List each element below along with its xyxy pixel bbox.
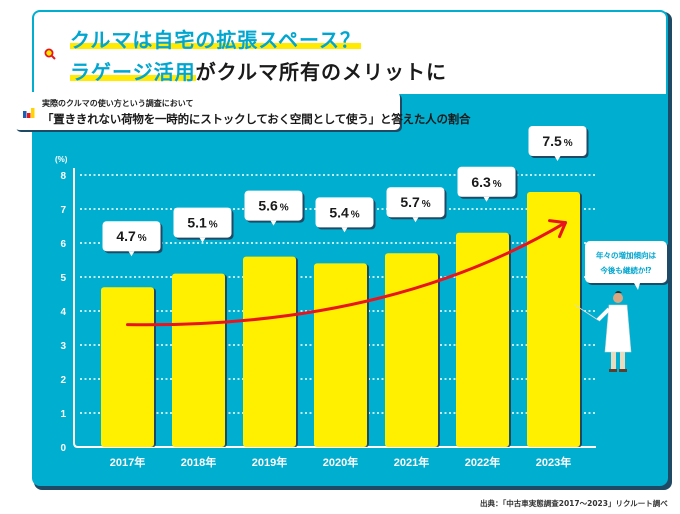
bar <box>314 263 367 447</box>
data-label-tail <box>554 156 561 161</box>
headline-line-2: ラゲージ活用がクルマ所有のメリットに <box>70 56 447 85</box>
data-labels: 4.7 % 5.1 % 5.6% 5.4 % 5.7 % 6.3 % 7.5% <box>102 126 589 257</box>
callout-box <box>585 241 667 283</box>
y-tick-label: 3 <box>60 341 66 352</box>
data-label: 5.7% <box>400 194 430 210</box>
bar <box>385 253 438 447</box>
data-label-tail <box>412 217 419 223</box>
data-label-tail <box>270 220 277 226</box>
data-label-box <box>457 166 516 197</box>
x-tick-label: 2023年 <box>536 455 571 469</box>
data-label-box <box>528 126 587 156</box>
y-tick-label: 8 <box>60 171 66 182</box>
y-tick-label: 0 <box>60 443 66 454</box>
headline-rest: がクルマ所有のメリットに <box>195 60 448 84</box>
trend-arrow <box>126 219 567 327</box>
data-label-tail <box>483 196 490 202</box>
presenter-illustration <box>574 291 632 372</box>
x-tick-label: 2021年 <box>394 455 429 469</box>
header: クルマは自宅の拡張スペース？ ラゲージ活用がクルマ所有のメリットに <box>34 12 666 94</box>
source-citation: 出典：「中古車実態調査2017～2023」リクルート調べ <box>480 499 668 508</box>
callout-tail <box>634 283 640 290</box>
x-tick-label: 2018年 <box>181 455 216 469</box>
data-label: 5.1% <box>187 215 217 231</box>
bar <box>101 287 154 447</box>
presenter-arm <box>596 307 611 322</box>
data-label: 6.3% <box>471 174 501 190</box>
chart-subtitle-box: 実際のクルマの使い方という調査において 「置ききれない荷物を一時的にストックして… <box>14 92 471 130</box>
subtitle-main: 「置ききれない荷物を一時的にストックしておく空間として使う」と答えた人の割合 <box>42 112 471 126</box>
y-tick-label: 1 <box>60 409 66 420</box>
bar-chart-icon <box>23 108 35 118</box>
y-tick-label: 2 <box>60 375 66 386</box>
data-label-box <box>315 197 374 228</box>
x-tick-label: 2017年 <box>110 455 145 469</box>
data-label: 4.7% <box>116 228 146 244</box>
presenter-shoe-right <box>619 369 627 372</box>
headline-line-1: クルマは自宅の拡張スペース？ <box>70 24 361 53</box>
data-label: 7.5% <box>542 133 572 149</box>
headline-highlight: ラゲージ活用 <box>70 60 196 84</box>
data-label-box <box>173 207 232 238</box>
headline-line-1-text: クルマは自宅の拡張スペース？ <box>70 28 361 52</box>
data-label-box <box>386 187 445 218</box>
data-label-box <box>102 221 161 252</box>
x-tick-label: 2019年 <box>252 455 287 469</box>
callout-line-2: 今後も継続か⁉ <box>599 265 651 275</box>
bar <box>172 273 225 447</box>
trend-arrowhead <box>548 219 567 239</box>
data-label: 5.4% <box>329 204 359 220</box>
presenter-hair <box>615 291 622 293</box>
y-tick-label: 4 <box>60 307 66 318</box>
callout-line-1: 年々の増加傾向は <box>596 250 656 260</box>
callout-bubble: 年々の増加傾向は 今後も継続か⁉ <box>585 241 669 290</box>
presenter-leg-left <box>611 352 616 369</box>
presenter-head <box>613 293 623 303</box>
y-tick-label: 5 <box>60 273 66 284</box>
bars <box>101 192 582 447</box>
x-tick-label: 2022年 <box>465 455 500 469</box>
data-label-box <box>244 190 303 221</box>
data-label-tail <box>341 227 348 233</box>
axis-line <box>73 168 596 448</box>
subtitle-small: 実際のクルマの使い方という調査において <box>42 99 194 108</box>
y-tick-label: 7 <box>60 205 66 216</box>
bar <box>456 232 509 447</box>
search-icon <box>44 48 56 60</box>
presenter-leg-right <box>620 352 625 369</box>
x-tick-label: 2020年 <box>323 455 358 469</box>
presenter-coat <box>604 304 632 353</box>
bar <box>527 192 580 447</box>
data-label-tail <box>128 251 135 257</box>
bar <box>243 256 296 447</box>
x-tick-labels: 2017年 2018年 2019年 2020年 2021年 2022年 2023年 <box>110 455 571 469</box>
presenter-shoe-left <box>609 369 617 372</box>
y-unit-label: (%) <box>55 155 68 164</box>
trend-curve <box>126 221 567 327</box>
data-label-tail <box>199 237 206 243</box>
pointer-stick <box>574 304 599 321</box>
axes: (%) 0 1 2 3 4 5 6 7 8 <box>55 155 596 454</box>
data-label: 5.6% <box>258 198 288 214</box>
y-tick-label: 6 <box>60 239 66 250</box>
